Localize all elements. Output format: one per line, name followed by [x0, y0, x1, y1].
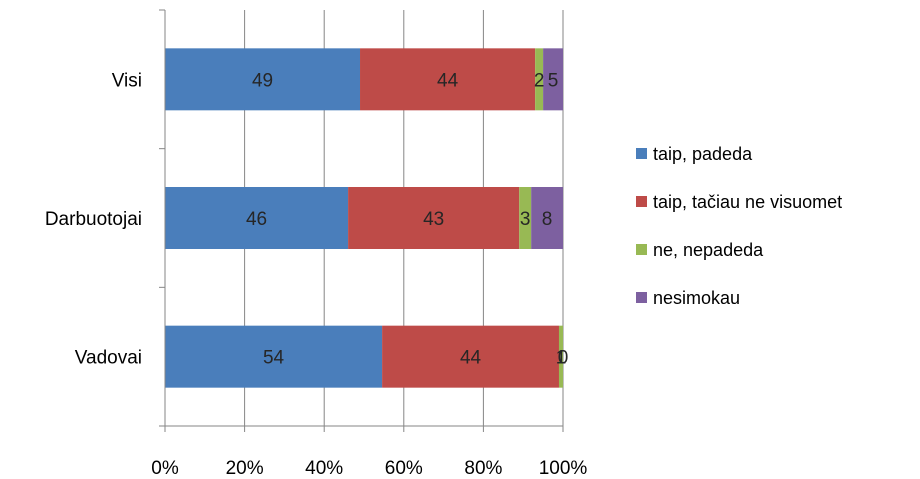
category-label-darbuotojai: Darbuotojai [45, 209, 142, 230]
legend-label-ne-nepadeda: ne, nepadeda [653, 240, 764, 260]
bar-vadovai-ne-nepadeda [558, 325, 563, 388]
bar-visi-nesimokau [543, 48, 563, 111]
data-label-vadovai-taip-taciau-ne-visuomet: 44 [460, 348, 482, 369]
data-label-darbuotojai-taip-padeda: 46 [246, 209, 267, 230]
data-label-darbuotojai-taip-taciau-ne-visuomet: 43 [423, 209, 444, 230]
legend-swatch-nesimokau [636, 292, 647, 303]
bar-darbuotojai-taip-taciau-ne-visuomet [348, 187, 520, 249]
data-label-visi-nesimokau: 5 [548, 70, 559, 91]
data-label-visi-taip-padeda: 49 [252, 70, 273, 91]
data-label-darbuotojai-ne-nepadeda: 3 [520, 209, 531, 230]
bar-darbuotojai-taip-padeda [165, 187, 349, 249]
legend-swatch-ne-nepadeda [636, 244, 647, 255]
x-tick-label: 80% [464, 458, 502, 479]
bar-visi-taip-taciau-ne-visuomet [360, 48, 536, 111]
category-label-vadovai: Vadovai [75, 348, 142, 369]
legend-label-taip-padeda: taip, padeda [653, 144, 753, 164]
x-tick-label: 0% [151, 458, 179, 479]
data-label-darbuotojai-nesimokau: 8 [542, 209, 553, 230]
category-label-visi: Visi [112, 70, 142, 91]
legend-label-taip-taciau-ne-visuomet: taip, tačiau ne visuomet [653, 192, 842, 212]
data-label-vadovai-nesimokau: 0 [558, 348, 569, 369]
legend: taip, padeda taip, tačiau ne visuomet ne, … [636, 144, 842, 308]
bar-visi-taip-padeda [165, 48, 361, 111]
legend-swatch-taip-padeda [636, 148, 647, 159]
legend-swatch-taip-taciau-ne-visuomet [636, 196, 647, 207]
data-label-visi-taip-taciau-ne-visuomet: 44 [437, 70, 459, 91]
data-label-vadovai-taip-padeda: 54 [263, 348, 285, 369]
x-tick-label: 100% [539, 458, 588, 479]
bar-vadovai-taip-taciau-ne-visuomet [382, 325, 559, 388]
x-tick-label: 60% [385, 458, 423, 479]
bar-visi-ne-nepadeda [535, 48, 544, 111]
bars [165, 48, 563, 388]
data-label-vadovai-ne-nepadeda: 1 [556, 348, 567, 369]
bar-darbuotojai-nesimokau [531, 187, 563, 249]
x-tick-label: 20% [226, 458, 264, 479]
bar-darbuotojai-ne-nepadeda [519, 187, 532, 249]
x-tick-label: 40% [305, 458, 343, 479]
bar-vadovai-taip-padeda [165, 325, 383, 388]
data-labels: 49 44 2 5 46 43 3 8 54 44 10 [246, 70, 568, 368]
legend-label-nesimokau: nesimokau [653, 288, 740, 308]
data-label-visi-ne-nepadeda: 2 [534, 70, 545, 91]
axes: Visi Darbuotojai Vadovai 0% 20% 40% 60% 80% 100% [45, 9, 588, 479]
